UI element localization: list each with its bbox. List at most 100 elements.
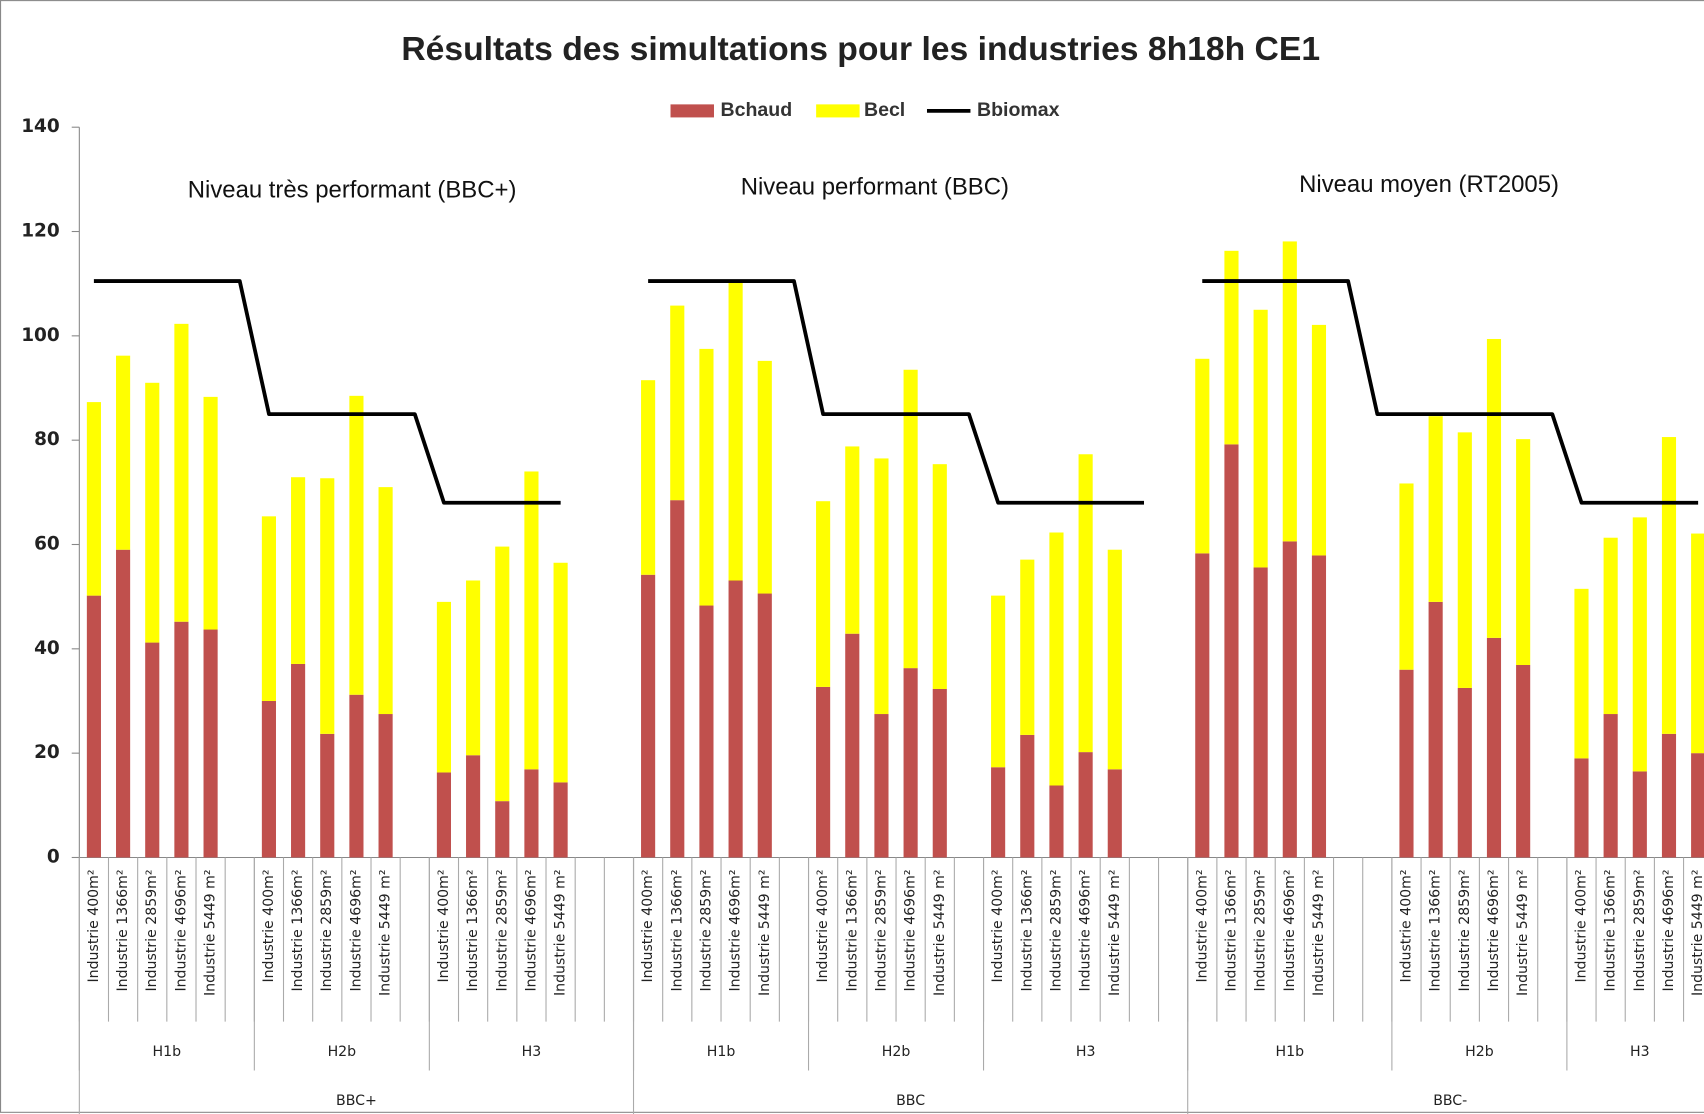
bar-segment: [116, 549, 131, 858]
bar-segment: [1486, 637, 1502, 858]
y-tick-label: 120: [21, 221, 60, 242]
bar-segment: [641, 574, 656, 858]
zone-label: H1b: [707, 1044, 736, 1060]
line-series: [93, 279, 1699, 505]
bar-segment: [349, 395, 364, 695]
x-tick-label: Industrie 4696m²: [728, 869, 744, 991]
zone-label: H2b: [882, 1044, 911, 1060]
bar-segment: [174, 323, 189, 622]
x-tick-label: Industrie 1366m²: [465, 869, 481, 991]
bar-segment: [1078, 752, 1093, 858]
bar-segment: [261, 700, 276, 858]
bar-segment: [1632, 771, 1647, 858]
bar-segment: [1603, 714, 1618, 858]
bar-segment: [1224, 250, 1239, 445]
bar-segment: [291, 477, 306, 664]
x-tick-label: Industrie 1366m²: [669, 869, 685, 991]
bar-segment: [349, 694, 364, 858]
bar-segment: [991, 767, 1006, 858]
x-tick-label: Industrie 1366m²: [1019, 869, 1035, 991]
zone-label: H1b: [153, 1044, 182, 1060]
x-tick-label: Industrie 2859m²: [1457, 869, 1473, 991]
bar-segment: [845, 446, 860, 634]
bar-segment: [670, 500, 685, 858]
zone-label: H2b: [328, 1044, 357, 1060]
x-tick-label: Industrie 5449 m²: [203, 869, 219, 996]
x-tick-label: Industrie 5449 m²: [378, 869, 394, 996]
zone-label: H3: [1076, 1044, 1096, 1060]
bar-segment: [1516, 664, 1531, 858]
x-tick-label: Industrie 5449 m²: [1690, 869, 1704, 996]
bar-segment: [728, 282, 743, 581]
bar-segment: [378, 714, 393, 858]
bar-segment: [553, 782, 568, 858]
bar-segment: [1399, 483, 1414, 670]
zone-label: H1b: [1276, 1044, 1305, 1060]
legend-label: Bchaud: [721, 99, 793, 121]
x-tick-label: Industrie 5449 m²: [553, 869, 569, 996]
x-tick-label: Industrie 5449 m²: [1311, 869, 1327, 996]
bar-segment: [1457, 432, 1472, 688]
x-tick-label: Industrie 4696m²: [1282, 869, 1298, 991]
x-tick-label: Industrie 1366m²: [290, 869, 306, 991]
bar-segment: [1574, 758, 1589, 858]
bar-segment: [116, 355, 131, 550]
bar-segment: [991, 595, 1006, 768]
bar-segment: [699, 605, 714, 858]
x-tick-label: Industrie 4696m²: [1486, 869, 1502, 991]
y-tick-label: 40: [34, 638, 60, 659]
bar-segment: [903, 369, 918, 669]
x-tick-label: Industrie 2859m²: [1632, 869, 1648, 991]
bar-segment: [1399, 669, 1414, 858]
bar-segment: [699, 348, 714, 606]
bar-segment: [932, 464, 947, 689]
bar-segment: [1661, 733, 1677, 858]
bar-segment: [291, 663, 306, 858]
x-tick-label: Industrie 2859m²: [1048, 869, 1064, 991]
bar-segment: [1049, 532, 1064, 786]
bar-segment: [641, 380, 656, 575]
x-tick-label: Industrie 5449 m²: [757, 869, 773, 996]
bar-segment: [1311, 555, 1327, 858]
bar-segment: [1486, 338, 1502, 638]
bar-segment: [1457, 687, 1472, 858]
x-tick-label: Industrie 5449 m²: [1515, 869, 1531, 996]
bar-segment: [1224, 444, 1239, 858]
bar-segment: [495, 546, 510, 802]
bar-segment: [1282, 541, 1297, 858]
x-tick-label: Industrie 400m²: [1194, 869, 1210, 982]
bar-segment: [553, 562, 568, 783]
bar-segment: [261, 516, 276, 701]
x-tick-label: Industrie 1366m²: [1223, 869, 1239, 991]
x-tick-label: Industrie 2859m²: [1253, 869, 1269, 991]
x-tick-label: Industrie 400m²: [436, 869, 452, 982]
x-tick-label: Industrie 400m²: [640, 869, 656, 982]
bar-segment: [1020, 559, 1035, 735]
legend-swatch: [816, 104, 860, 118]
bar-segment: [728, 580, 743, 858]
y-tick-label: 0: [47, 846, 60, 867]
bar-segment: [670, 305, 685, 501]
bar-segment: [466, 755, 481, 858]
zone-label: H3: [522, 1044, 542, 1060]
annotation: Niveau moyen (RT2005): [1299, 171, 1559, 198]
x-tick-label: Industrie 1366m²: [844, 869, 860, 991]
bar-segment: [1516, 439, 1531, 665]
bar-segment: [1195, 358, 1210, 554]
x-tick-label: Industrie 2859m²: [144, 869, 160, 991]
x-tick-label: Industrie 5449 m²: [932, 869, 948, 996]
x-tick-label: Industrie 2859m²: [698, 869, 714, 991]
x-tick-label: Industrie 400m²: [86, 869, 102, 982]
x-tick-label: Industrie 400m²: [1573, 869, 1589, 982]
bar-segment: [1428, 601, 1443, 858]
level-label: BBC-: [1433, 1093, 1467, 1109]
bar-segment: [845, 633, 860, 858]
level-label: BBC+: [336, 1093, 377, 1109]
annotation: Niveau performant (BBC): [741, 173, 1009, 200]
y-tick-label: 140: [21, 116, 60, 137]
bar-segment: [1253, 309, 1268, 568]
bar-segment: [1107, 549, 1122, 770]
x-tick-label: Industrie 400m²: [1398, 869, 1414, 982]
bar-segment: [1253, 567, 1268, 858]
